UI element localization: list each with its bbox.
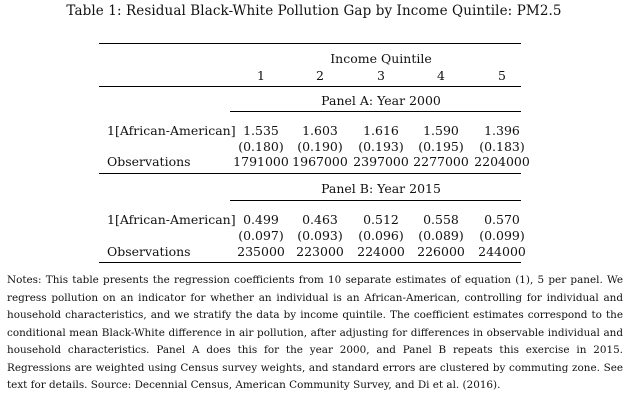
panel-b-obs-4: 226000 xyxy=(417,244,465,259)
panel-b-coef-4: 0.558 xyxy=(423,212,459,227)
panel-a-coef-3: 1.616 xyxy=(363,123,399,138)
panel-divider-rule xyxy=(99,173,521,174)
panel-a-coef-4: 1.590 xyxy=(423,123,459,138)
panel-a-se-2: (0.190) xyxy=(297,139,343,154)
column-header-4: 4 xyxy=(437,68,445,83)
panel-b-rule xyxy=(230,200,521,201)
panel-a-obs-label: Observations xyxy=(107,154,191,169)
panel-b-se-5: (0.099) xyxy=(479,228,525,243)
panel-b-obs-1: 235000 xyxy=(237,244,285,259)
panel-a-obs-1: 1791000 xyxy=(233,154,289,169)
panel-a-coef-2: 1.603 xyxy=(302,123,338,138)
panel-b-se-3: (0.096) xyxy=(358,228,404,243)
panel-b-se-2: (0.093) xyxy=(297,228,343,243)
panel-a-obs-4: 2277000 xyxy=(413,154,469,169)
column-header-5: 5 xyxy=(498,68,506,83)
panel-a-coef-1: 1.535 xyxy=(243,123,279,138)
panel-a-obs-2: 1967000 xyxy=(292,154,348,169)
panel-b-title: Panel B: Year 2015 xyxy=(321,181,441,196)
panel-a-se-3: (0.193) xyxy=(358,139,404,154)
table-notes: Notes: This table presents the regressio… xyxy=(7,274,623,391)
panel-a-se-5: (0.183) xyxy=(479,139,525,154)
panel-b-obs-3: 224000 xyxy=(357,244,405,259)
panel-a-title: Panel A: Year 2000 xyxy=(321,93,441,108)
panel-b-coef-2: 0.463 xyxy=(302,212,338,227)
panel-a-se-4: (0.195) xyxy=(418,139,464,154)
column-header-3: 3 xyxy=(377,68,385,83)
panel-b-se-4: (0.089) xyxy=(418,228,464,243)
income-quintile-header: Income Quintile xyxy=(330,51,432,66)
panel-b-obs-label: Observations xyxy=(107,244,191,259)
panel-b-se-1: (0.097) xyxy=(238,228,284,243)
panel-b-row-label: 1[African-American] xyxy=(107,212,236,227)
panel-b-obs-5: 244000 xyxy=(478,244,526,259)
panel-b-obs-2: 223000 xyxy=(296,244,344,259)
column-header-2: 2 xyxy=(316,68,324,83)
bottom-rule xyxy=(99,262,521,264)
panel-a-obs-3: 2397000 xyxy=(353,154,409,169)
table-caption: Table 1: Residual Black-White Pollution … xyxy=(66,3,562,19)
column-header-1: 1 xyxy=(257,68,265,83)
panel-b-coef-3: 0.512 xyxy=(363,212,399,227)
panel-a-coef-5: 1.396 xyxy=(484,123,520,138)
header-rule xyxy=(99,86,521,87)
panel-a-row-label: 1[African-American] xyxy=(107,123,236,138)
panel-a-se-1: (0.180) xyxy=(238,139,284,154)
panel-b-coef-1: 0.499 xyxy=(243,212,279,227)
panel-b-coef-5: 0.570 xyxy=(484,212,520,227)
top-rule xyxy=(99,43,521,45)
panel-a-rule xyxy=(230,111,521,112)
panel-a-obs-5: 2204000 xyxy=(474,154,530,169)
